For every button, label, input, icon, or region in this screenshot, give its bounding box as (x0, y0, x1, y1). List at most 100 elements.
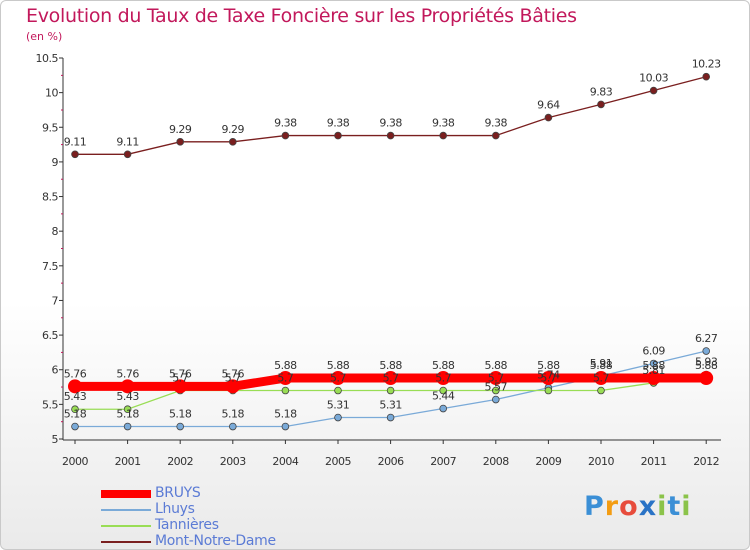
y-tick-label: 5.5 (42, 398, 58, 411)
data-point (281, 422, 290, 431)
data-point (386, 413, 395, 422)
logo-letter: x (638, 491, 658, 522)
x-tick-label: 2009 (535, 455, 561, 468)
data-label: 6.09 (642, 344, 665, 357)
legend-swatch (101, 486, 151, 502)
data-point (123, 405, 132, 414)
legend-swatch (101, 518, 151, 534)
data-label: 5.7 (488, 372, 504, 385)
x-tick-label: 2001 (115, 455, 141, 468)
data-label: 10.23 (692, 58, 721, 71)
data-point (278, 371, 293, 386)
x-tick-label: 2007 (430, 455, 456, 468)
logo-letter: P (584, 491, 605, 522)
data-point (229, 138, 237, 146)
legend-swatch (101, 502, 151, 518)
data-point (646, 371, 661, 386)
data-point (544, 386, 553, 395)
data-label: 5.18 (64, 408, 87, 421)
data-label: 5.7 (593, 372, 609, 385)
y-tick-label: 5 (52, 433, 59, 446)
legend-item: BRUYS (101, 485, 321, 502)
x-tick-label: 2008 (483, 455, 509, 468)
data-label: 5.7 (225, 372, 241, 385)
data-point (597, 100, 605, 109)
y-tick-label: 6.5 (42, 329, 58, 342)
data-point (488, 371, 503, 386)
data-point (436, 371, 451, 386)
x-tick-label: 2004 (272, 455, 298, 468)
data-label: 10.03 (639, 72, 668, 85)
x-tick-label: 2006 (378, 455, 404, 468)
data-point (702, 347, 710, 355)
data-point (491, 395, 500, 404)
data-label: 5.93 (695, 356, 718, 369)
legend-label: Lhuys (155, 501, 195, 517)
logo-letter: t (667, 491, 682, 522)
data-label: 5.88 (642, 359, 665, 372)
data-point (281, 131, 290, 140)
data-label: 9.38 (432, 117, 455, 130)
data-point (71, 150, 79, 159)
data-point (123, 422, 132, 431)
data-label: 5.88 (695, 359, 718, 372)
data-label: 5.91 (590, 357, 613, 370)
data-point (71, 422, 79, 431)
legend-label: Tannières (155, 517, 219, 533)
proxiti-logo: Proxiti (584, 491, 692, 522)
data-label: 5.76 (64, 367, 87, 380)
data-label: 5.88 (537, 359, 560, 372)
y-tick-label: 7.5 (42, 260, 58, 273)
logo-letter: r (604, 491, 620, 522)
data-label: 5.76 (222, 367, 245, 380)
data-label: 9.38 (485, 117, 508, 130)
data-label: 5.18 (222, 408, 245, 421)
data-label: 9.83 (590, 85, 613, 98)
y-tick-label: 6 (52, 364, 59, 377)
y-tick-label: 8.5 (42, 191, 58, 204)
data-point (71, 405, 79, 414)
data-label: 5.7 (172, 372, 188, 385)
data-label: 9.29 (222, 123, 245, 136)
data-point (491, 386, 500, 395)
data-label: 5.81 (642, 364, 665, 377)
x-tick-label: 2002 (167, 455, 193, 468)
x-tick-label: 2005 (325, 455, 351, 468)
data-point (225, 379, 240, 394)
y-tick-label: 10 (45, 87, 58, 100)
logo-letter: i (657, 491, 668, 522)
data-label: 9.38 (327, 117, 350, 130)
y-tick-label: 9.5 (42, 121, 58, 134)
data-label: 5.88 (485, 359, 508, 372)
data-label: 5.43 (64, 390, 87, 403)
logo-letter: o (619, 491, 639, 522)
data-point (386, 386, 395, 395)
data-point (597, 386, 605, 395)
y-tick-label: 8 (52, 225, 59, 238)
logo-letter: i (681, 491, 692, 522)
x-tick-label: 2010 (588, 455, 614, 468)
data-label: 5.7 (383, 372, 399, 385)
data-label: 6.27 (695, 332, 718, 345)
legend: BRUYS Lhuys Tannières Mont-Notre-Dame (101, 485, 321, 549)
data-label: 5.18 (274, 408, 297, 421)
series-layer (68, 72, 714, 431)
data-point (439, 131, 448, 140)
data-label: 9.29 (169, 123, 192, 136)
data-point (439, 404, 448, 413)
legend-label: BRUYS (155, 485, 201, 501)
chart-unit-label: (en %) (26, 30, 63, 43)
data-point (123, 150, 132, 159)
y-tick-label: 10.5 (36, 52, 59, 65)
data-label: 5.76 (169, 367, 192, 380)
data-label: 5.88 (379, 359, 402, 372)
data-label: 5.88 (327, 359, 350, 372)
data-point (120, 379, 135, 394)
data-point (702, 72, 710, 81)
legend-swatch (101, 534, 151, 549)
data-label: 5.88 (432, 359, 455, 372)
data-label: 9.11 (64, 135, 87, 148)
chart-axes: 5 5.5 6 6.5 7 7.5 8 8.5 9 9.5 10 10.5 2000 2001 2002 20… (36, 52, 721, 468)
